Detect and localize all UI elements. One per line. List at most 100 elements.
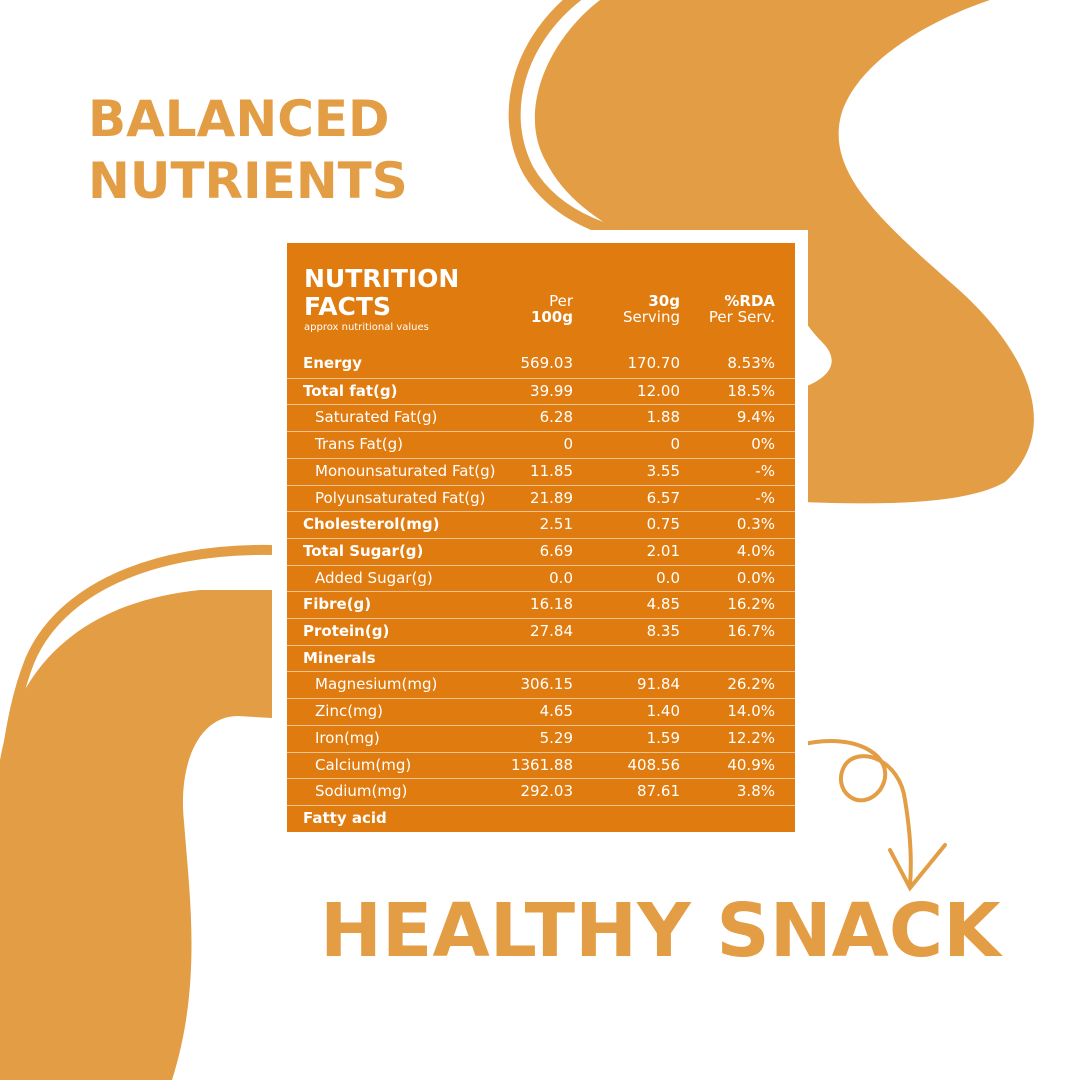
row-label: Total fat(g) [303,381,398,400]
row-value: 2.51 [539,515,573,534]
row-value: 8.53% [727,354,775,372]
row-value: -% [755,488,775,507]
table-subtitle: approx nutritional values [304,322,429,333]
row-value: 12.00 [637,381,680,400]
main-row: Total Sugar(g) 6.69 2.01 4.0% [287,537,795,565]
row-value: 1.59 [646,728,680,747]
sub-row: Saturated Fat(g) 6.28 1.88 9.4% [287,404,795,431]
column-header-line: 30g [648,292,680,310]
column-header-line: 100g [530,308,573,326]
main-row: Protein(g) 27.84 8.35 16.7% [287,618,795,645]
row-label: Total Sugar(g) [303,541,424,560]
main-row: Minerals [287,644,795,672]
column-header: %RDA Per Serv. [655,293,775,325]
row-label: Trans Fat(g) [315,435,403,454]
row-value: 5.29 [539,728,573,747]
row-value: 0 [563,435,573,454]
row-value: 0.75 [646,515,680,534]
row-label: Energy [303,354,363,372]
row-label: Added Sugar(g) [315,568,433,587]
arc-bottom-left [0,544,273,792]
sub-row: Zinc(mg) 4.65 1.40 14.0% [287,698,795,725]
main-row: Fatty acid [287,804,795,832]
row-value: 0.78 [646,835,680,854]
row-value: 1.88 [646,408,680,427]
sub-row: Omega-3(g) 2.61 0.78 55.7% [287,831,795,859]
headline-line: BALANCED [88,90,390,148]
row-value: 0.0% [736,568,775,587]
row-value: 2.61 [539,835,573,854]
column-header-line: Serving [623,308,680,326]
column-header-line: Per Serv. [708,308,775,326]
row-label: Zinc(mg) [315,702,384,721]
row-label: Iron(mg) [315,728,380,747]
row-value: 0% [751,435,775,454]
column-header-line: %RDA [724,292,775,310]
row-value: 4.85 [646,595,680,614]
row-value: 14.0% [727,702,775,721]
sub-row: Sodium(mg) 292.03 87.61 3.8% [287,778,795,805]
sub-row: Calcium(mg) 1361.88 408.56 40.9% [287,751,795,779]
sub-row: Magnesium(mg) 306.15 91.84 26.2% [287,671,795,698]
sub-row: Iron(mg) 5.29 1.59 12.2% [287,724,795,752]
sub-row: Added Sugar(g) 0.0 0.0 0.0% [287,564,795,592]
row-value: 0.0 [656,568,680,587]
row-value: 292.03 [520,782,574,801]
row-value: 4.0% [736,541,775,560]
row-value: 91.84 [637,675,680,694]
title-line: FACTS [304,292,391,321]
headline: BALANCED NUTRIENTS [88,88,408,212]
row-label: Omega-3(g) [315,835,406,854]
row-label: Calcium(mg) [315,755,412,774]
row-value: 4.65 [539,702,573,721]
row-label: Fibre(g) [303,595,372,614]
row-value: 40.9% [727,755,775,774]
title-line: NUTRITION [304,264,460,293]
row-value: 1.40 [646,702,680,721]
nutrition-table: NUTRITION FACTS approx nutritional value… [287,243,795,854]
sub-row: Trans Fat(g) 0 0 0% [287,431,795,458]
row-value: 11.85 [530,461,573,480]
row-value: 6.69 [539,541,573,560]
row-label: Fatty acid [303,808,387,827]
row-value: 39.99 [530,381,573,400]
column-header: 30g Serving [560,293,680,325]
row-value: 569.03 [520,354,574,372]
column-header: Per 100g [453,293,573,325]
row-value: 16.18 [530,595,573,614]
row-value: 0 [670,435,680,454]
row-value: 0.3% [736,515,775,534]
row-value: 55.7% [727,835,775,854]
row-value: 1361.88 [510,755,573,774]
row-label: Monounsaturated Fat(g) [315,461,496,480]
row-value: -% [755,461,775,480]
row-value: 2.01 [646,541,680,560]
sub-row: Monounsaturated Fat(g) 11.85 3.55 -% [287,457,795,485]
row-value: 8.35 [646,622,680,640]
row-value: 3.55 [646,461,680,480]
footer-headline: HEALTHY SNACK [320,888,1001,974]
row-label: Saturated Fat(g) [315,408,438,427]
headline-line: NUTRIENTS [88,152,408,210]
row-value: 18.5% [727,381,775,400]
arrow-doodle [798,739,947,892]
row-value: 9.4% [736,408,775,427]
row-value: 0.0 [549,568,573,587]
row-value: 170.70 [627,354,681,372]
main-row: Fibre(g) 16.18 4.85 16.2% [287,591,795,618]
row-label: Cholesterol(mg) [303,515,440,534]
sub-row: Polyunsaturated Fat(g) 21.89 6.57 -% [287,484,795,512]
row-label: Polyunsaturated Fat(g) [315,488,486,507]
row-value: 27.84 [530,622,573,640]
table-title: NUTRITION FACTS [304,265,459,321]
row-value: 12.2% [727,728,775,747]
blob-bottom-left [0,590,272,1080]
main-row: Total fat(g) 39.99 12.00 18.5% [287,377,795,405]
row-value: 16.2% [727,595,775,614]
row-value: 26.2% [727,675,775,694]
main-row: Cholesterol(mg) 2.51 0.75 0.3% [287,511,795,538]
row-value: 306.15 [520,675,574,694]
row-label: Magnesium(mg) [315,675,438,694]
